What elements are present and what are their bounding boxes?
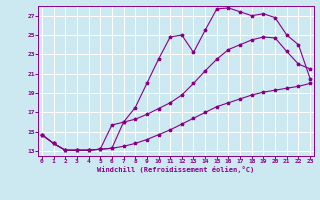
X-axis label: Windchill (Refroidissement éolien,°C): Windchill (Refroidissement éolien,°C)	[97, 166, 255, 173]
